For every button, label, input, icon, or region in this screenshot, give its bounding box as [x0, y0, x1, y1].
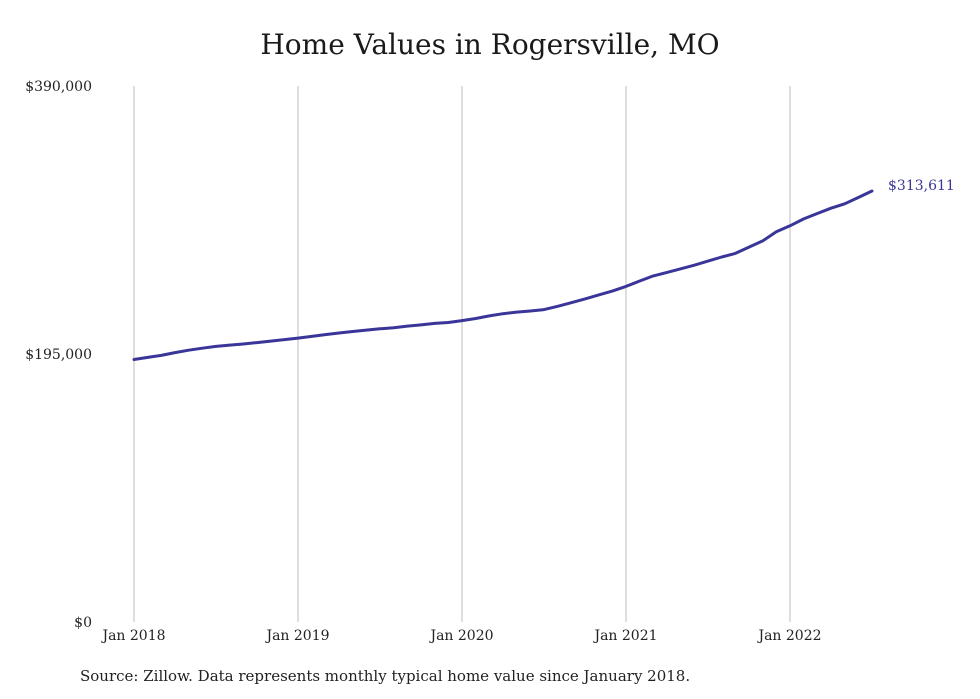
x-tick-label: Jan 2020: [428, 628, 493, 644]
gridlines: [133, 86, 791, 622]
x-tick-label: Jan 2018: [100, 628, 165, 644]
source-note: Source: Zillow. Data represents monthly …: [80, 667, 691, 685]
y-tick-label: $0: [74, 615, 92, 631]
chart-title: Home Values in Rogersville, MO: [260, 28, 720, 61]
x-tick-label: Jan 2022: [756, 628, 821, 644]
x-tick-label: Jan 2019: [264, 628, 329, 644]
y-axis-ticks: $0 $195,000 $390,000: [25, 79, 92, 631]
x-tick-label: Jan 2021: [592, 628, 657, 644]
x-axis-ticks: Jan 2018 Jan 2019 Jan 2020 Jan 2021 Jan 2022: [100, 628, 821, 644]
end-value-label: $313,611: [888, 178, 955, 194]
home-value-line: [132, 189, 874, 361]
y-tick-label: $195,000: [25, 347, 92, 363]
y-tick-label: $390,000: [25, 79, 92, 95]
